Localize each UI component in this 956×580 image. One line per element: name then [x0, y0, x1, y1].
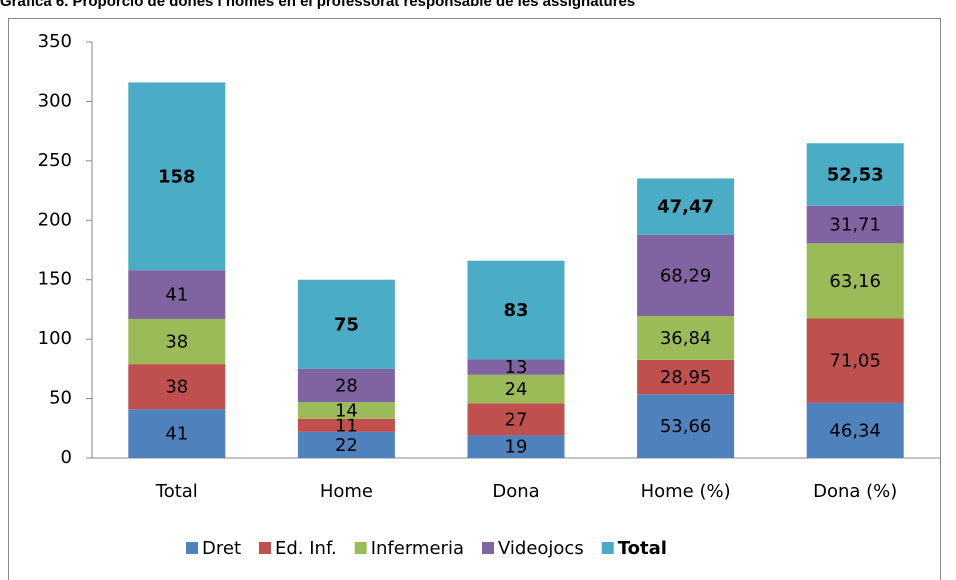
bar-segment	[297, 368, 395, 403]
legend-swatch	[481, 542, 494, 554]
data-label: 38	[165, 377, 188, 398]
data-label: 14	[335, 400, 358, 421]
data-label: 22	[335, 435, 358, 456]
data-label: 28	[335, 375, 358, 396]
bar-segment	[467, 260, 565, 360]
data-label: 24	[505, 379, 528, 400]
bar-segment	[128, 364, 226, 410]
bar-segment	[297, 418, 395, 432]
data-label: 36,84	[660, 328, 712, 349]
data-label: 53,66	[660, 416, 712, 437]
data-label: 83	[503, 300, 528, 321]
data-label: 41	[165, 424, 188, 445]
bar-segment	[467, 359, 565, 375]
y-tick-label: 0	[61, 447, 72, 468]
data-label: 46,34	[829, 420, 881, 441]
bar-segment	[637, 178, 735, 235]
legend-swatch	[259, 542, 271, 554]
bar-segment	[297, 279, 395, 369]
bar-segment	[467, 435, 565, 458]
bar-segment	[128, 270, 226, 319]
bar-segment	[806, 205, 904, 244]
bar-segment	[637, 316, 735, 360]
legend-label: Infermeria	[371, 538, 464, 559]
y-tick-label: 150	[38, 269, 72, 290]
x-tick-label: Home	[320, 481, 373, 502]
data-label: 31,71	[829, 215, 881, 236]
data-label: 38	[165, 332, 188, 353]
data-label: 47,47	[657, 197, 714, 218]
x-tick-label: Dona	[492, 481, 539, 502]
legend-label: Total	[618, 538, 667, 559]
legend-swatch	[186, 542, 198, 554]
bar-segment	[128, 409, 226, 458]
bar-segment	[128, 318, 226, 365]
bar-segment	[637, 234, 735, 317]
bar-segment	[637, 394, 735, 458]
bar-segment	[467, 403, 565, 436]
y-tick-label: 250	[38, 150, 72, 171]
data-label: 75	[334, 314, 359, 335]
bar-segment	[467, 374, 565, 404]
bar-segment	[806, 318, 904, 403]
data-label: 52,53	[827, 164, 884, 185]
x-tick-label: Dona (%)	[813, 481, 897, 502]
x-tick-label: Home (%)	[641, 481, 731, 502]
y-tick-label: 300	[38, 90, 72, 111]
legend-label: Ed. Inf.	[275, 538, 337, 559]
bar-segment	[806, 143, 904, 206]
legend-label: Dret	[202, 538, 241, 559]
data-label: 11	[335, 415, 358, 436]
data-label: 158	[158, 166, 196, 187]
y-tick-label: 50	[49, 388, 72, 409]
bar-segment	[297, 402, 395, 419]
data-label: 27	[505, 409, 528, 430]
bar-segment	[637, 359, 735, 395]
x-tick-label: Total	[155, 481, 198, 502]
bar-segment	[806, 243, 904, 319]
data-label: 28,95	[660, 367, 712, 388]
y-tick-label: 350	[38, 31, 72, 52]
y-tick-label: 100	[38, 328, 72, 349]
y-tick-label: 200	[38, 209, 72, 230]
data-label: 63,16	[829, 271, 881, 292]
data-label: 19	[505, 437, 528, 458]
chart-title: Gràfica 6. Proporció de dones i homes en…	[0, 0, 635, 10]
legend-swatch	[601, 542, 614, 554]
data-label: 71,05	[829, 351, 881, 372]
data-label: 13	[505, 357, 528, 378]
bar-segment	[297, 431, 395, 458]
bar-segment	[128, 82, 226, 271]
legend-label: Videojocs	[498, 538, 584, 559]
data-label: 41	[165, 285, 188, 306]
legend-swatch	[354, 542, 367, 554]
bar-segment	[806, 402, 904, 458]
data-label: 68,29	[660, 265, 712, 286]
